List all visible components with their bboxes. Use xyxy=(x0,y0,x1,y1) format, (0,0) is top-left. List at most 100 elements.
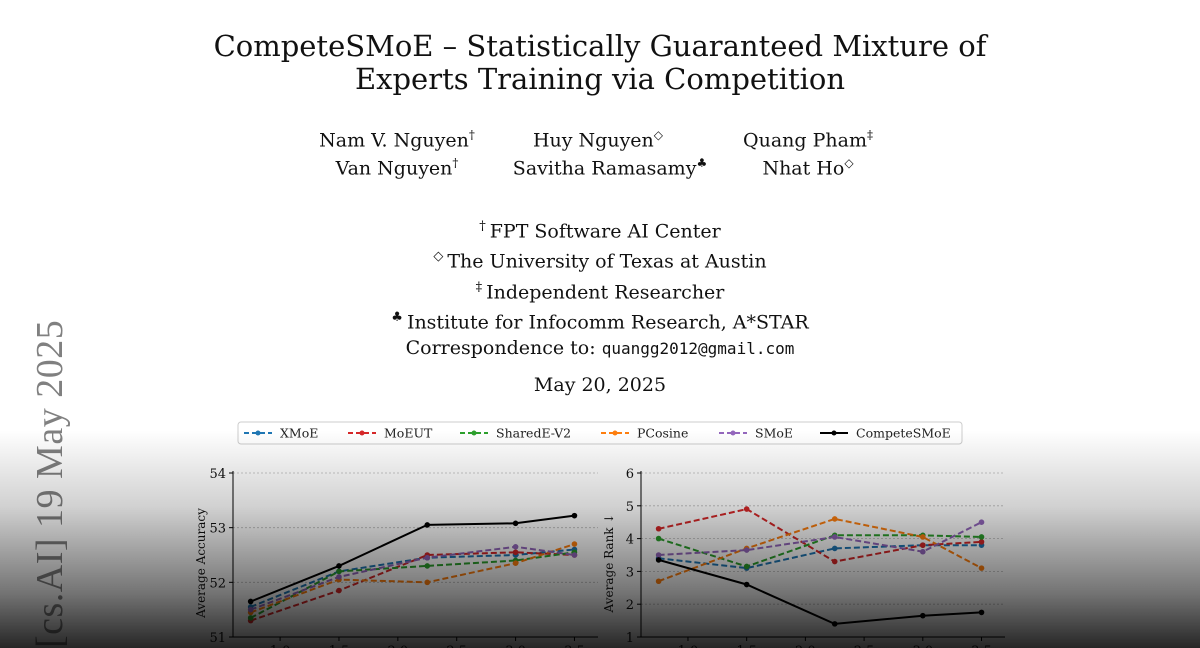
author: Quang Pham‡ xyxy=(743,128,873,152)
data-point xyxy=(655,557,662,563)
y-tick-label: 3 xyxy=(626,565,634,580)
data-point xyxy=(655,525,662,532)
data-point xyxy=(424,579,431,586)
affiliation: ♣ Institute for Infocomm Research, A*STAR xyxy=(391,309,809,334)
data-point xyxy=(920,534,926,540)
data-point xyxy=(978,565,985,571)
author-block: Nam V. Nguyen† Huy Nguyen◇ Quang Pham‡ V… xyxy=(0,128,1200,184)
data-point xyxy=(512,549,519,556)
legend-marker xyxy=(359,430,365,436)
y-tick-label: 51 xyxy=(209,631,226,646)
data-point xyxy=(424,554,431,561)
chart-panel-2: 1 2 3 4 5 6 1.0 1.5 2.0 2.5 3.0 3.5 Average Rank ↓ xyxy=(602,467,1005,648)
author: Savitha Ramasamy♣ xyxy=(512,156,708,180)
data-point xyxy=(571,552,578,558)
legend-marker xyxy=(612,430,618,436)
legend-label: MoEUT xyxy=(384,426,433,441)
data-point xyxy=(743,563,750,570)
x-tick-label: 3.0 xyxy=(505,644,526,648)
x-tick-label: 1.5 xyxy=(329,644,350,648)
legend-marker xyxy=(831,430,837,436)
series-line-moeut xyxy=(250,551,575,622)
data-point xyxy=(336,574,342,580)
data-point xyxy=(978,609,985,616)
data-point xyxy=(655,535,662,542)
data-point xyxy=(743,581,750,588)
data-point xyxy=(920,548,926,555)
y-axis-label: Average Rank ↓ xyxy=(602,514,616,614)
y-tick-label: 6 xyxy=(626,467,634,482)
x-tick-label: 2.0 xyxy=(795,644,816,648)
y-tick-label: 2 xyxy=(626,598,634,613)
chart-panel-1: 51 52 53 54 1.0 1.5 2.0 2.5 3.0 3.5 Average Accura… xyxy=(194,467,598,648)
data-point xyxy=(424,563,431,569)
author: Van Nguyen† xyxy=(335,156,459,180)
data-point xyxy=(247,598,254,605)
data-point xyxy=(571,541,578,547)
title-line-2: Experts Training via Competition xyxy=(354,62,846,96)
series-line-pcosine xyxy=(658,517,982,583)
affiliation: ◇ The University of Texas at Austin xyxy=(433,249,767,273)
figure-1: XMoE MoEUT SharedE-V2 PCosine SMoE CompeteSMo… xyxy=(0,415,1200,648)
x-tick-label: 1.0 xyxy=(678,644,699,648)
x-tick-label: 1.0 xyxy=(270,644,291,648)
legend-label: XMoE xyxy=(280,426,318,441)
paper-title: CompeteSMoE – Statistically Guaranteed M… xyxy=(0,30,1200,96)
x-tick-label: 3.0 xyxy=(912,644,933,648)
x-tick-label: 2.0 xyxy=(387,644,408,648)
affiliation: † FPT Software AI Center xyxy=(479,219,721,243)
data-point xyxy=(743,547,750,553)
legend-label: PCosine xyxy=(637,426,688,441)
data-point xyxy=(424,522,431,528)
data-point xyxy=(743,506,750,512)
series-line-smoe xyxy=(250,545,575,611)
y-tick-label: 53 xyxy=(209,522,226,537)
data-point xyxy=(831,545,838,552)
legend-label: CompeteSMoE xyxy=(856,426,951,441)
data-point xyxy=(831,534,838,540)
data-point xyxy=(512,560,519,566)
legend-marker xyxy=(255,430,261,436)
legend-label: SMoE xyxy=(755,426,793,441)
y-tick-label: 52 xyxy=(209,576,226,591)
x-tick-label: 2.5 xyxy=(854,644,875,648)
affiliation-block: † FPT Software AI Center ◇ The University … xyxy=(0,214,1200,362)
author: Huy Nguyen◇ xyxy=(532,128,664,152)
data-point xyxy=(247,615,254,621)
email-link[interactable]: quangg2012@gmail.com xyxy=(601,339,795,359)
y-tick-label: 4 xyxy=(626,533,634,548)
data-point xyxy=(920,542,926,548)
y-tick-label: 54 xyxy=(209,467,226,482)
data-point xyxy=(512,520,519,527)
x-tick-label: 2.5 xyxy=(446,644,467,648)
data-point xyxy=(336,563,342,569)
series-line-competesmoe xyxy=(250,514,575,603)
data-point xyxy=(247,606,254,613)
y-tick-label: 5 xyxy=(626,500,634,515)
correspondence: Correspondence to: quangg2012@gmail.com xyxy=(405,337,795,360)
data-point xyxy=(831,621,838,627)
series-line-competesmoe xyxy=(658,558,982,625)
figure-svg: XMoE MoEUT SharedE-V2 PCosine SMoE CompeteSMo… xyxy=(194,421,1005,648)
author: Nam V. Nguyen† xyxy=(319,128,475,152)
series-line-xmoe xyxy=(658,544,982,570)
legend-frame xyxy=(237,421,963,445)
author: Nhat Ho◇ xyxy=(762,156,854,180)
data-point xyxy=(831,516,838,522)
series-line-sharede-v2 xyxy=(250,551,575,619)
affiliation: ‡ Independent Researcher xyxy=(475,279,725,303)
data-point xyxy=(831,558,838,565)
x-tick-label: 1.5 xyxy=(736,644,757,648)
legend: XMoE MoEUT SharedE-V2 PCosine SMoE CompeteSMo… xyxy=(237,421,963,445)
legend-marker xyxy=(471,430,477,436)
x-tick-label: 3.5 xyxy=(971,644,992,648)
legend-marker xyxy=(730,430,736,436)
series-line-xmoe xyxy=(250,548,575,608)
legend-label: SharedE-V2 xyxy=(496,426,571,441)
data-point xyxy=(655,552,662,558)
y-axis-label: Average Accuracy xyxy=(194,508,208,619)
data-point xyxy=(512,544,519,550)
x-tick-label: 3.5 xyxy=(564,644,585,648)
data-point xyxy=(978,539,985,545)
data-point xyxy=(978,534,985,540)
